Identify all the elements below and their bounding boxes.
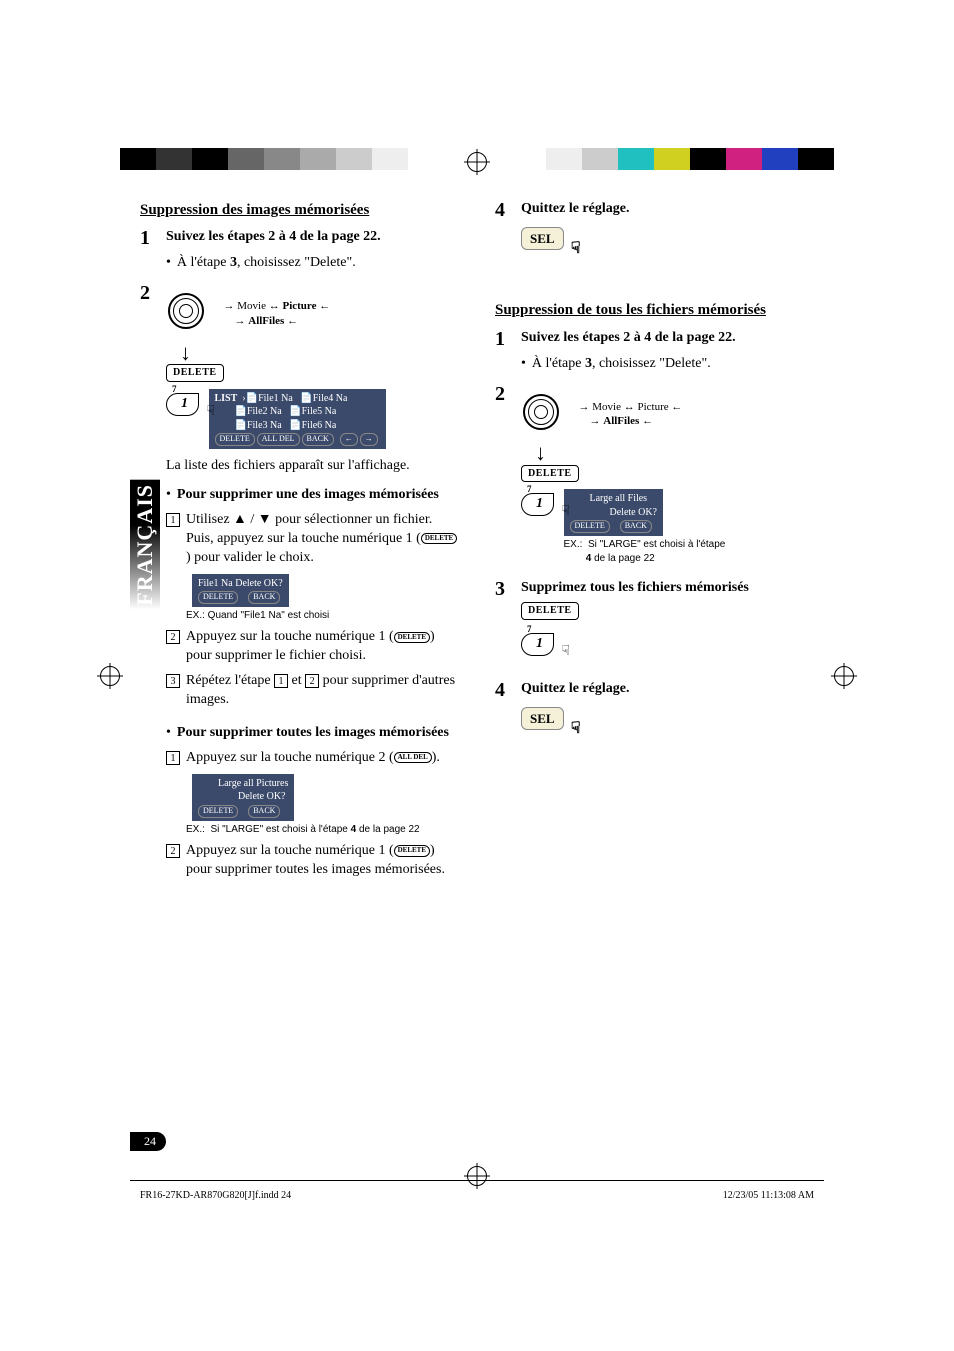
substep-number: 2 bbox=[166, 844, 180, 858]
step-number: 1 bbox=[140, 228, 158, 248]
numeric-button-1: 7 1 ☟ bbox=[521, 493, 554, 516]
arrow-down-icon: ↓ bbox=[180, 342, 459, 364]
option-cycle: → Movie ↔ Picture ← → AllFiles ← bbox=[579, 400, 683, 430]
language-tab: FRANÇAIS bbox=[130, 480, 160, 610]
delete-button-label: DELETE bbox=[521, 465, 579, 483]
substep-number: 2 bbox=[166, 630, 180, 644]
step-number: 4 bbox=[495, 200, 513, 250]
substep-text: Appuyez sur la touche numérique 2 (ALL D… bbox=[186, 749, 440, 768]
step3-instruction: Supprimez tous les fichiers mémorisés bbox=[521, 579, 814, 598]
color-bar-left bbox=[120, 148, 408, 170]
confirm-all-screen: Large all Pictures Delete OK? DELETE BAC… bbox=[192, 774, 294, 821]
subsection-title: Pour supprimer toutes les images mémoris… bbox=[177, 724, 449, 743]
numeric-button-1: 7 1 ☟ bbox=[166, 393, 199, 416]
footer-timestamp: 12/23/05 11:13:08 AM bbox=[723, 1190, 814, 1201]
confirm-all-files-screen: Large all Files Delete OK? DELETE BACK bbox=[564, 489, 663, 536]
substep-text: Appuyez sur la touche numérique 1 (DELET… bbox=[186, 842, 459, 880]
footer-filename: FR16-27KD-AR870G820[J]f.indd 24 bbox=[140, 1190, 291, 1201]
numeric-button-1: 7 1 ☟ bbox=[521, 633, 554, 656]
step1-instruction: Suivez les étapes 2 à 4 de la page 22. bbox=[166, 228, 459, 247]
substep-text: Appuyez sur la touche numérique 1 (DELET… bbox=[186, 628, 459, 666]
step-number: 1 bbox=[495, 329, 513, 349]
screen-caption: EX.: Si "LARGE" est choisi à l'étape 4 d… bbox=[186, 823, 459, 837]
file-list-screen: LIST ›📄File1 Na 📄File4 Na 📄File2 Na 📄Fil… bbox=[209, 389, 386, 449]
arrow-down-icon: ↓ bbox=[535, 442, 814, 464]
step1-bullet: À l'étape 3, choisissez "Delete". bbox=[177, 254, 356, 273]
confirm-screen: File1 Na Delete OK? DELETE BACK bbox=[192, 574, 289, 607]
right-column: 4 Quittez le réglage. SEL☟ Suppression d… bbox=[495, 200, 814, 886]
step-number: 2 bbox=[495, 384, 513, 574]
page-content: FRANÇAIS Suppression des images mémorisé… bbox=[140, 200, 814, 1151]
left-column: Suppression des images mémorisées 1 Suiv… bbox=[140, 200, 459, 886]
section-title: Suppression de tous les fichiers mémoris… bbox=[495, 300, 814, 320]
step-number: 3 bbox=[495, 579, 513, 660]
substep-number: 1 bbox=[166, 513, 180, 527]
registration-mark-icon bbox=[467, 152, 487, 172]
substep-text: Utilisez ▲ / ▼ pour sélectionner un fich… bbox=[186, 511, 459, 568]
step-number: 2 bbox=[140, 283, 158, 476]
option-cycle: → Movie ↔ Picture ← → AllFiles ← bbox=[224, 299, 331, 329]
substep-number: 1 bbox=[166, 751, 180, 765]
sel-button: SEL☟ bbox=[521, 707, 564, 731]
footer-rule bbox=[130, 1180, 824, 1181]
step1-instruction: Suivez les étapes 2 à 4 de la page 22. bbox=[521, 329, 814, 348]
delete-button-label: DELETE bbox=[166, 364, 224, 382]
sel-button: SEL☟ bbox=[521, 227, 564, 251]
color-bar-right bbox=[546, 148, 834, 170]
delete-button-label: DELETE bbox=[521, 602, 579, 620]
step-number: 4 bbox=[495, 680, 513, 730]
step4-instruction: Quittez le réglage. bbox=[521, 680, 814, 699]
dial-icon bbox=[166, 291, 214, 335]
screen-caption: EX.: Quand "File1 Na" est choisi bbox=[186, 609, 459, 623]
step1-bullet: À l'étape 3, choisissez "Delete". bbox=[532, 355, 711, 374]
section-title: Suppression des images mémorisées bbox=[140, 200, 459, 220]
screen-caption: EX.: Si "LARGE" est choisi à l'étape 4 d… bbox=[564, 538, 726, 565]
subsection-title: Pour supprimer une des images mémorisées bbox=[177, 486, 439, 505]
substep-text: Répétez l'étape 1 et 2 pour supprimer d'… bbox=[186, 672, 459, 710]
list-caption: La liste des fichiers apparaît sur l'aff… bbox=[166, 457, 459, 476]
substep-number: 3 bbox=[166, 674, 180, 688]
registration-mark-icon bbox=[467, 1166, 487, 1186]
dial-icon bbox=[521, 392, 569, 436]
registration-mark-icon bbox=[834, 666, 854, 686]
registration-mark-icon bbox=[100, 666, 120, 686]
page-number: 24 bbox=[130, 1132, 166, 1151]
step4-instruction: Quittez le réglage. bbox=[521, 200, 814, 219]
